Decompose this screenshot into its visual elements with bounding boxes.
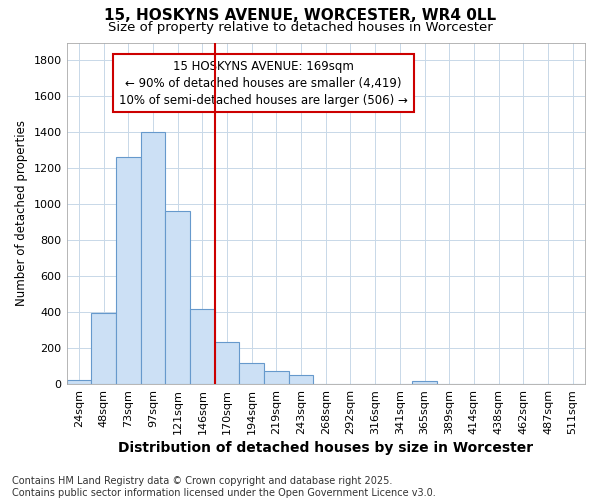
Bar: [215, 342, 239, 384]
Bar: [165, 212, 190, 384]
Bar: [264, 372, 289, 384]
Bar: [239, 364, 264, 384]
Bar: [67, 380, 91, 384]
Text: 15 HOSKYNS AVENUE: 169sqm
← 90% of detached houses are smaller (4,419)
10% of se: 15 HOSKYNS AVENUE: 169sqm ← 90% of detac…: [119, 60, 408, 106]
Bar: [412, 382, 437, 384]
Bar: [91, 313, 116, 384]
Bar: [140, 132, 165, 384]
X-axis label: Distribution of detached houses by size in Worcester: Distribution of detached houses by size …: [118, 441, 533, 455]
Text: Size of property relative to detached houses in Worcester: Size of property relative to detached ho…: [107, 21, 493, 34]
Bar: [190, 308, 215, 384]
Bar: [116, 156, 140, 384]
Bar: [289, 375, 313, 384]
Text: Contains HM Land Registry data © Crown copyright and database right 2025.
Contai: Contains HM Land Registry data © Crown c…: [12, 476, 436, 498]
Y-axis label: Number of detached properties: Number of detached properties: [15, 120, 28, 306]
Text: 15, HOSKYNS AVENUE, WORCESTER, WR4 0LL: 15, HOSKYNS AVENUE, WORCESTER, WR4 0LL: [104, 8, 496, 22]
